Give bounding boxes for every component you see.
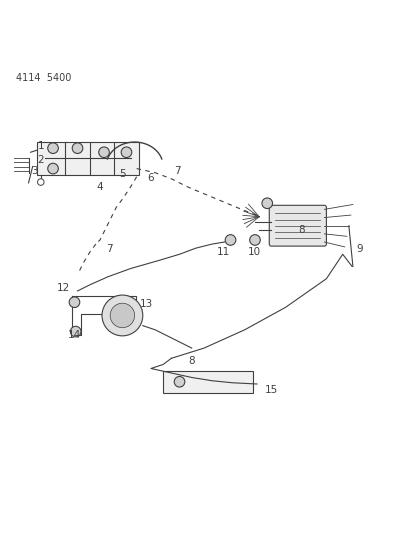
Circle shape <box>48 163 58 174</box>
Circle shape <box>225 235 236 245</box>
FancyBboxPatch shape <box>269 205 326 246</box>
Text: 2: 2 <box>38 156 44 165</box>
Text: 8: 8 <box>299 225 305 235</box>
Text: 11: 11 <box>217 247 230 257</box>
Circle shape <box>121 147 132 158</box>
Circle shape <box>110 303 135 328</box>
Circle shape <box>262 198 273 208</box>
Text: 8: 8 <box>188 356 195 366</box>
Circle shape <box>72 143 83 154</box>
Circle shape <box>48 143 58 154</box>
Text: 4: 4 <box>97 182 103 192</box>
Text: 4114  5400: 4114 5400 <box>16 72 72 83</box>
Text: 6: 6 <box>148 173 154 183</box>
Circle shape <box>250 235 260 245</box>
Text: 5: 5 <box>119 169 126 179</box>
Bar <box>163 370 253 393</box>
Text: 9: 9 <box>357 244 363 254</box>
Circle shape <box>99 147 109 158</box>
FancyBboxPatch shape <box>37 142 139 175</box>
Text: 1: 1 <box>38 141 44 151</box>
Text: 7: 7 <box>106 244 113 254</box>
Text: 7: 7 <box>174 166 181 176</box>
Circle shape <box>69 297 80 308</box>
Text: 10: 10 <box>248 247 261 257</box>
Text: 13: 13 <box>140 299 153 309</box>
Text: 12: 12 <box>57 283 70 293</box>
Circle shape <box>38 179 44 185</box>
Circle shape <box>174 376 185 387</box>
Circle shape <box>70 326 81 337</box>
Circle shape <box>102 295 143 336</box>
Text: 14: 14 <box>68 330 81 340</box>
Text: 15: 15 <box>265 385 278 395</box>
Text: 3: 3 <box>31 166 38 176</box>
